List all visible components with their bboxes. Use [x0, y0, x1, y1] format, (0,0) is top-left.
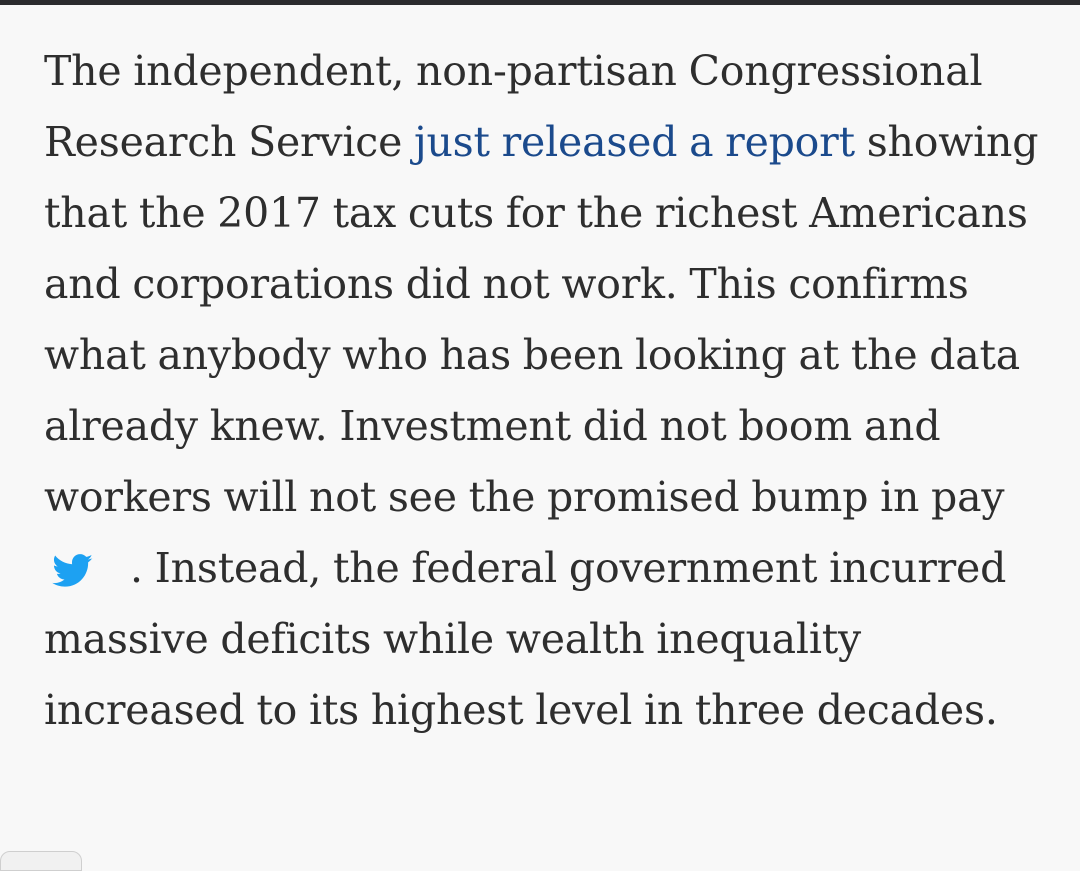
paragraph-text-intro: The independent, non-partisan Congressio… — [44, 47, 983, 166]
report-link[interactable]: just released a report — [413, 118, 855, 166]
twitter-bird-icon[interactable] — [52, 554, 94, 588]
paragraph-text-main: showing that the 2017 tax cuts for the r… — [44, 118, 1039, 521]
article-paragraph: The independent, non-partisan Congressio… — [44, 36, 1054, 746]
paragraph-text-conclusion: . Instead, the federal government incurr… — [44, 544, 1007, 734]
top-border — [0, 0, 1080, 5]
bottom-tab-handle[interactable] — [0, 851, 82, 871]
article-body: The independent, non-partisan Congressio… — [44, 36, 1054, 746]
